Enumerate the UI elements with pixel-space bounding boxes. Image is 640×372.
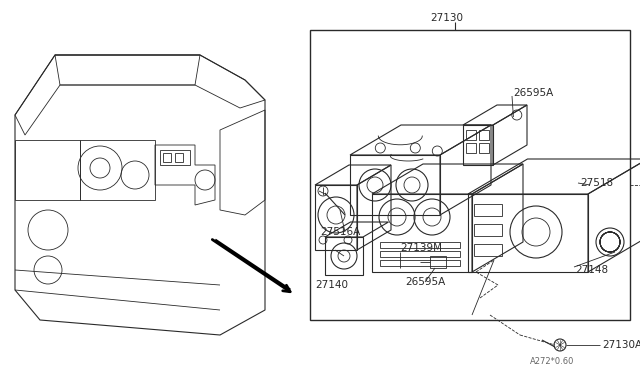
Bar xyxy=(315,185,357,250)
Bar xyxy=(468,194,588,272)
Bar xyxy=(463,125,493,165)
Bar xyxy=(479,143,489,153)
Text: 27148: 27148 xyxy=(575,265,608,275)
Bar xyxy=(310,30,630,320)
Bar xyxy=(350,155,440,215)
Text: A272*0.60: A272*0.60 xyxy=(530,357,574,366)
Bar xyxy=(466,130,476,140)
Text: 26595A: 26595A xyxy=(405,277,445,287)
Text: 27130: 27130 xyxy=(430,13,463,23)
Bar xyxy=(160,150,190,165)
Bar xyxy=(430,256,446,268)
Bar xyxy=(479,130,489,140)
Text: 27516A: 27516A xyxy=(320,227,360,237)
Bar xyxy=(474,204,502,216)
Text: 26595A: 26595A xyxy=(513,88,553,98)
Text: 27518: 27518 xyxy=(580,178,613,188)
Text: 27140: 27140 xyxy=(315,280,348,290)
Bar xyxy=(325,237,363,275)
Bar xyxy=(380,260,460,266)
Text: 27130A: 27130A xyxy=(602,340,640,350)
Bar xyxy=(163,153,171,162)
Bar xyxy=(380,242,460,248)
Bar xyxy=(175,153,183,162)
Bar xyxy=(474,244,502,256)
Bar xyxy=(372,194,472,272)
Bar xyxy=(380,251,460,257)
Bar xyxy=(466,143,476,153)
Text: 27139M: 27139M xyxy=(400,243,442,253)
Bar xyxy=(474,224,502,236)
